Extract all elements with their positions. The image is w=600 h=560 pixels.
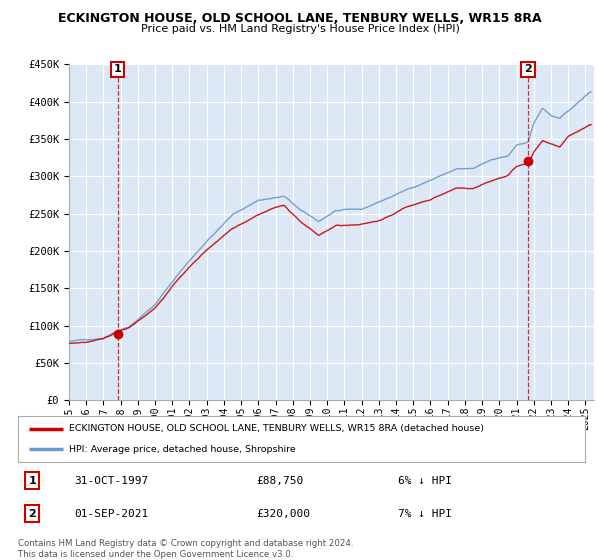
Text: 2: 2 [28,508,36,519]
Text: £88,750: £88,750 [256,475,304,486]
Text: 31-OCT-1997: 31-OCT-1997 [75,475,149,486]
Text: 2: 2 [524,64,532,74]
Text: Contains HM Land Registry data © Crown copyright and database right 2024.
This d: Contains HM Land Registry data © Crown c… [18,539,353,559]
Text: Price paid vs. HM Land Registry's House Price Index (HPI): Price paid vs. HM Land Registry's House … [140,24,460,34]
Text: 7% ↓ HPI: 7% ↓ HPI [398,508,452,519]
Text: 01-SEP-2021: 01-SEP-2021 [75,508,149,519]
Text: 1: 1 [28,475,36,486]
Text: 6% ↓ HPI: 6% ↓ HPI [398,475,452,486]
Text: ECKINGTON HOUSE, OLD SCHOOL LANE, TENBURY WELLS, WR15 8RA (detached house): ECKINGTON HOUSE, OLD SCHOOL LANE, TENBUR… [69,424,484,433]
Text: £320,000: £320,000 [256,508,310,519]
Text: ECKINGTON HOUSE, OLD SCHOOL LANE, TENBURY WELLS, WR15 8RA: ECKINGTON HOUSE, OLD SCHOOL LANE, TENBUR… [58,12,542,25]
Text: HPI: Average price, detached house, Shropshire: HPI: Average price, detached house, Shro… [69,445,296,454]
Text: 1: 1 [114,64,122,74]
